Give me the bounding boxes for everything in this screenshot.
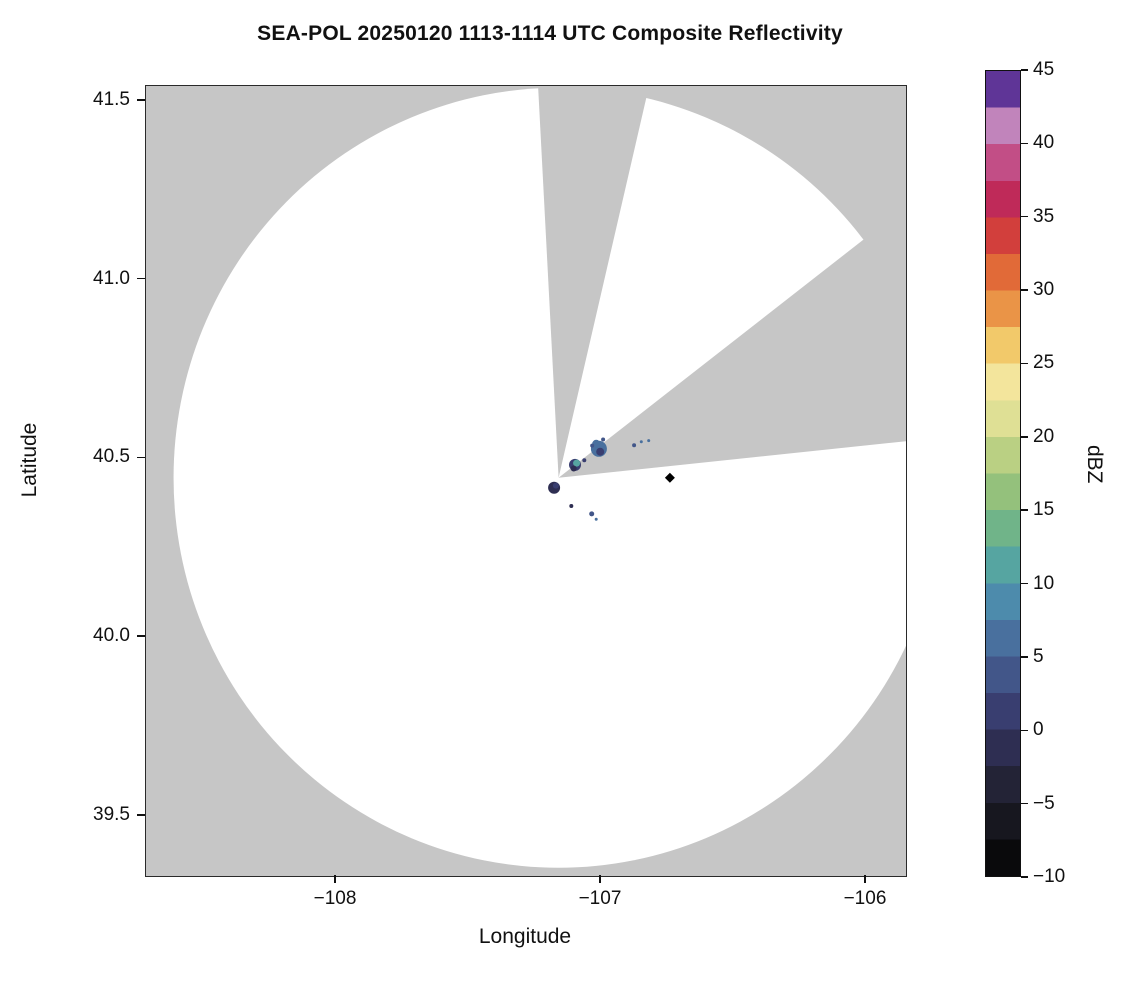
colorbar-tick-label: 20 — [1033, 425, 1055, 447]
colorbar-tick-mark — [1021, 876, 1028, 878]
reflectivity-echo — [632, 443, 637, 448]
reflectivity-echo — [601, 437, 606, 442]
reflectivity-echo — [594, 517, 598, 521]
y-tick-mark — [137, 814, 145, 816]
y-tick-label: 41.5 — [93, 89, 130, 110]
reflectivity-echo — [590, 443, 595, 448]
blocked-sector — [538, 86, 650, 478]
blocked-sector — [558, 206, 906, 478]
reflectivity-echo — [589, 511, 595, 517]
colorbar-tick-label: −10 — [1033, 866, 1066, 887]
colorbar-tick-mark — [1021, 436, 1028, 438]
reflectivity-echo — [596, 447, 605, 456]
y-tick-label: 40.0 — [93, 625, 130, 647]
colorbar-tick-mark — [1021, 289, 1028, 291]
plot-area — [145, 85, 907, 877]
colorbar-tick-label: 35 — [1033, 205, 1055, 227]
site-marker-diamond — [664, 472, 675, 483]
colorbar-tick-mark — [1021, 729, 1028, 732]
radar-map — [146, 86, 906, 876]
colorbar-tick-label: 0 — [1033, 719, 1044, 741]
colorbar-tick-mark — [1021, 802, 1028, 805]
colorbar-tick-mark — [1021, 509, 1028, 511]
colorbar-tick-mark — [1021, 69, 1028, 71]
colorbar-label: dBZ — [1083, 445, 1106, 484]
y-axis-label: Latitude — [18, 422, 41, 498]
colorbar-tick-label: 45 — [1033, 59, 1055, 80]
reflectivity-echo — [570, 465, 577, 472]
reflectivity-echo — [639, 440, 643, 444]
colorbar-tick-label: 25 — [1033, 352, 1055, 374]
x-tick-label: −107 — [578, 888, 622, 909]
colorbar-tick-mark — [1021, 362, 1028, 365]
reflectivity-echo — [569, 504, 574, 508]
colorbar-tick-label: 15 — [1033, 499, 1055, 521]
y-tick-label: 41.0 — [93, 267, 130, 289]
colorbar-tick-label: 10 — [1033, 572, 1055, 594]
x-axis-label: Longitude — [478, 925, 572, 948]
y-tick-mark — [137, 277, 145, 280]
colorbar-tick-label: −5 — [1033, 792, 1055, 814]
x-tick-label: −108 — [313, 888, 357, 909]
colorbar — [985, 70, 1021, 877]
reflectivity-echo — [647, 439, 651, 443]
x-tick-label: −106 — [843, 888, 887, 909]
y-tick-mark — [137, 99, 145, 101]
y-tick-label: 40.5 — [93, 446, 130, 468]
reflectivity-echo — [582, 458, 587, 463]
y-tick-label: 39.5 — [93, 803, 130, 825]
colorbar-tick-label: 5 — [1033, 645, 1044, 667]
colorbar-tick-mark — [1021, 215, 1028, 218]
reflectivity-echo — [592, 439, 601, 448]
y-tick-mark — [137, 456, 145, 459]
colorbar-tick-mark — [1021, 582, 1028, 585]
radar-coverage-circle — [173, 87, 906, 868]
chart-title: SEA-POL 20250120 1113-1114 UTC Composite… — [257, 22, 843, 45]
y-tick-mark — [137, 635, 145, 637]
colorbar-tick-label: 30 — [1033, 279, 1055, 301]
colorbar-tick-mark — [1021, 656, 1028, 658]
reflectivity-echo — [552, 482, 559, 489]
colorbar-tick-mark — [1021, 142, 1028, 145]
colorbar-tick-label: 40 — [1033, 132, 1055, 154]
reflectivity-echo — [573, 459, 581, 467]
